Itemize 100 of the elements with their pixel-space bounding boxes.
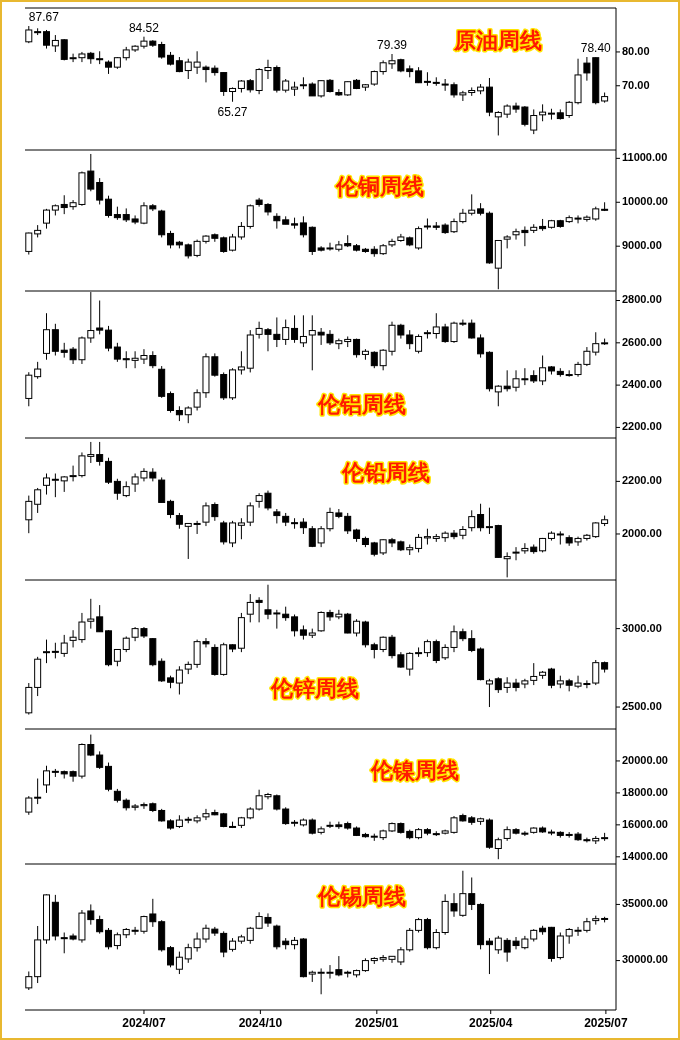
candlestick: [113, 342, 121, 363]
candlestick: [158, 209, 166, 238]
candlestick: [96, 300, 104, 335]
candlestick: [51, 473, 59, 498]
candlestick: [237, 350, 245, 376]
candlestick: [34, 487, 42, 514]
x-tick-label: 2024/10: [238, 1016, 283, 1030]
candlestick: [220, 371, 228, 401]
annotation: 87.67: [28, 10, 60, 25]
candlestick: [299, 215, 307, 238]
annotation: 78.40: [580, 41, 612, 56]
y-tick-label: 35000.00: [622, 897, 668, 910]
y-tick-label: 14000.00: [622, 849, 668, 862]
y-tick-label: 9000.00: [622, 239, 662, 252]
candlestick: [432, 312, 440, 340]
text: 伦锡周线: [316, 883, 406, 909]
candlestick: [291, 614, 299, 637]
candlestick: [105, 762, 113, 792]
y-tick-label: 2800.00: [622, 293, 662, 306]
x-tick-label: 2025/07: [584, 1016, 628, 1030]
candlestick: [291, 314, 299, 344]
candlestick: [539, 355, 547, 386]
text: 伦铅周线: [340, 459, 430, 485]
candlestick: [299, 314, 307, 348]
y-tick-label: 2200.00: [622, 474, 662, 487]
x-tick-label: 2025/04: [469, 1016, 513, 1030]
candlestick: [25, 495, 33, 534]
x-tick-label: 2025/01: [355, 1016, 399, 1030]
annotation: 84.52: [128, 20, 160, 35]
annotation: 79.39: [376, 38, 408, 53]
candlestick: [43, 29, 51, 50]
candlestick: [43, 473, 51, 496]
y-tick-label: 18000.00: [622, 785, 668, 798]
candlestick: [43, 639, 51, 664]
candlestick: [51, 323, 59, 357]
text: 伦铜周线: [334, 174, 424, 200]
candlestick: [25, 232, 33, 256]
candlestick: [105, 927, 113, 950]
candlestick: [96, 604, 104, 633]
candlestick: [229, 520, 237, 548]
candlestick: [167, 390, 175, 414]
candlestick: [105, 325, 113, 352]
y-tick-label: 20000.00: [622, 753, 668, 766]
candlestick: [477, 503, 485, 532]
candlestick: [485, 507, 493, 535]
text: 伦锌周线: [269, 676, 359, 702]
candlestick: [113, 478, 121, 501]
candlestick: [60, 634, 68, 658]
candlestick: [220, 71, 228, 97]
y-tick-label: 80.00: [622, 44, 650, 57]
candlestick: [43, 765, 51, 794]
candlestick: [485, 937, 493, 975]
candlestick: [432, 639, 440, 664]
y-tick-label: 3000.00: [622, 621, 662, 634]
y-tick-label: 70.00: [622, 78, 650, 91]
candlestick: [158, 476, 166, 503]
candlestick: [485, 678, 493, 708]
candlestick: [494, 837, 502, 860]
y-tick-label: 30000.00: [622, 953, 668, 966]
candlestick: [220, 930, 228, 958]
candlestick: [415, 533, 423, 553]
candlestick: [432, 928, 440, 950]
candlestick: [167, 499, 175, 519]
candlestick: [512, 546, 520, 561]
candlestick: [43, 312, 51, 361]
candlestick: [25, 970, 33, 991]
y-tick-label: 2200.00: [622, 420, 662, 433]
candlestick: [468, 509, 476, 532]
candlestick: [246, 501, 254, 527]
candlestick: [25, 795, 33, 816]
candlestick: [237, 517, 245, 540]
candlestick: [273, 924, 281, 950]
candlestick: [494, 384, 502, 407]
candlestick: [494, 110, 502, 136]
candlestick: [105, 457, 113, 485]
text: 伦铝周线: [316, 391, 406, 417]
y-tick-label: 11000.00: [622, 151, 668, 164]
y-tick-label: 10000.00: [622, 195, 668, 208]
candlestick: [96, 441, 104, 467]
candlestick: [503, 551, 511, 578]
x-tick-label: 2024/07: [122, 1016, 166, 1030]
candlestick: [282, 319, 290, 346]
candlestick: [415, 333, 423, 354]
candlestick: [34, 778, 42, 805]
candlestick: [25, 371, 33, 407]
text: 伦镍周线: [370, 758, 460, 784]
annotation: 65.27: [217, 104, 248, 119]
candlestick: [361, 620, 369, 648]
y-tick-label: 2400.00: [622, 378, 662, 391]
candlestick: [175, 665, 183, 695]
candlestick: [96, 177, 104, 205]
y-tick-label: 2500.00: [622, 699, 662, 712]
candlestick: [246, 203, 254, 230]
y-tick-label: 2600.00: [622, 335, 662, 348]
candlestick: [167, 945, 175, 968]
candlestick: [415, 225, 423, 251]
candlestick: [220, 520, 228, 545]
candlestick: [105, 195, 113, 219]
text: 原油周线: [452, 28, 542, 54]
candlestick: [158, 657, 166, 683]
